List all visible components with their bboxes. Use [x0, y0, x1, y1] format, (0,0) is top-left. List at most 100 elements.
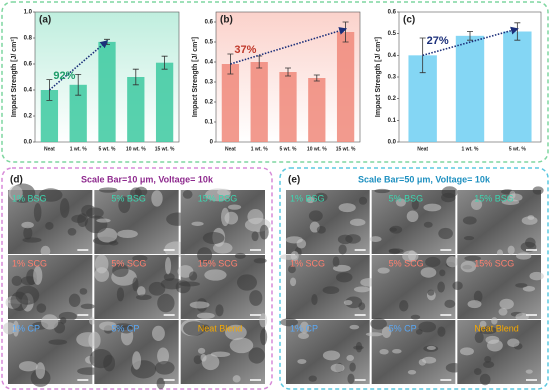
- y-tick-label: 0.1: [388, 118, 397, 124]
- panel-label: (c): [403, 15, 415, 26]
- image-label: 5% SCG: [111, 258, 146, 268]
- sem-texture: [308, 210, 323, 222]
- sem-texture: [473, 368, 482, 375]
- sem-texture: [501, 199, 520, 205]
- sem-texture: [322, 286, 340, 294]
- sem-texture: [427, 289, 435, 296]
- sem-texture: [388, 248, 401, 255]
- sem-texture: [471, 198, 483, 210]
- sem-texture: [463, 236, 475, 241]
- sem-texture: [345, 296, 363, 309]
- sem-texture: [515, 283, 528, 288]
- y-tick-label: 0.8: [24, 36, 33, 42]
- sem-texture: [438, 227, 453, 240]
- bar: [40, 90, 59, 142]
- sem-texture: [154, 361, 175, 375]
- sem-texture: [35, 362, 46, 379]
- sem-texture: [80, 303, 95, 310]
- image-label: Neat Blend: [198, 323, 243, 333]
- x-tick-label: 15 wt. %: [336, 146, 356, 152]
- sem-texture: [407, 369, 417, 375]
- sem-texture: [452, 281, 463, 290]
- x-tick-label: 5 wt. %: [99, 146, 117, 152]
- sem-texture: [306, 196, 315, 204]
- sem-texture: [197, 247, 213, 263]
- sem-image: 15% BSG: [180, 188, 271, 254]
- sem-texture: [418, 321, 437, 333]
- bar: [336, 32, 355, 142]
- sem-texture: [379, 348, 389, 355]
- panel-label: (b): [220, 15, 233, 26]
- sem-texture: [251, 231, 259, 242]
- sem-image: Neat Blend: [180, 313, 268, 384]
- sem-texture: [182, 189, 193, 199]
- sem-texture: [377, 267, 390, 274]
- sem-texture: [33, 266, 43, 285]
- sem-texture: [2, 322, 16, 335]
- x-tick-label: 5 wt. %: [280, 146, 298, 152]
- sem-texture: [349, 218, 366, 226]
- sem-texture: [479, 320, 487, 328]
- x-tick-label: Neat: [44, 146, 55, 152]
- trend-arrow: [422, 26, 519, 57]
- image-label: 5% BSG: [389, 193, 424, 203]
- x-tick-label: 15 wt. %: [155, 146, 175, 152]
- sem-texture: [316, 226, 326, 234]
- sem-texture: [201, 324, 210, 332]
- annotation: 92%: [53, 70, 75, 82]
- sem-texture: [353, 345, 364, 350]
- sem-texture: [253, 258, 267, 264]
- x-tick-label: 1 wt. %: [251, 146, 269, 152]
- panel-label: (d): [10, 175, 23, 186]
- sem-image: 5% CP: [88, 320, 179, 390]
- annotation: 37%: [234, 44, 256, 56]
- panel-label: (a): [39, 15, 51, 26]
- sem-image: Neat Blend: [457, 317, 541, 386]
- sem-texture: [10, 291, 29, 312]
- sem-texture: [132, 255, 148, 262]
- sem-texture: [410, 314, 421, 320]
- sem-texture: [288, 265, 296, 274]
- y-tick-label: 0.2: [24, 114, 33, 120]
- sem-texture: [18, 361, 38, 372]
- y-tick-label: 0.5: [388, 31, 397, 37]
- sem-image: 1% SCG: [279, 250, 378, 319]
- sem-image: 15% SCG: [175, 247, 267, 319]
- bar: [455, 35, 485, 143]
- error-bar: [313, 74, 320, 82]
- sem-image: 5% SCG: [94, 254, 184, 319]
- y-tick-label: 0.2: [205, 100, 214, 106]
- sem-texture: [227, 204, 242, 210]
- sem-texture: [314, 192, 328, 202]
- sem-texture: [439, 269, 446, 277]
- sem-texture: [191, 221, 204, 226]
- sem-texture: [225, 324, 247, 341]
- image-label: 1% BSG: [12, 193, 47, 203]
- sem-texture: [84, 215, 108, 234]
- sem-texture: [532, 186, 544, 195]
- sem-texture: [60, 317, 67, 324]
- sem-texture: [88, 317, 96, 325]
- sem-texture: [183, 321, 206, 336]
- sem-texture: [280, 318, 299, 327]
- sem-texture: [516, 252, 532, 260]
- sem-texture: [335, 272, 353, 283]
- sem-texture: [297, 359, 307, 364]
- bar: [155, 62, 174, 143]
- sem-image: 5% SCG: [371, 250, 459, 320]
- sem-texture: [395, 198, 406, 207]
- sem-texture: [165, 256, 172, 275]
- sem-texture: [369, 236, 382, 243]
- sem-texture: [474, 331, 484, 343]
- sem-image: 5% CP: [365, 317, 463, 384]
- image-label: 15% BSG: [474, 193, 514, 203]
- sem-texture: [332, 256, 340, 268]
- sem-texture: [347, 373, 355, 385]
- sem-texture: [441, 192, 456, 203]
- top-frame: [1, 1, 549, 163]
- image-label: 15% SCG: [198, 258, 238, 268]
- sem-texture: [236, 274, 257, 291]
- sem-texture: [358, 302, 366, 311]
- sem-texture: [459, 347, 474, 356]
- sem-texture: [40, 245, 51, 257]
